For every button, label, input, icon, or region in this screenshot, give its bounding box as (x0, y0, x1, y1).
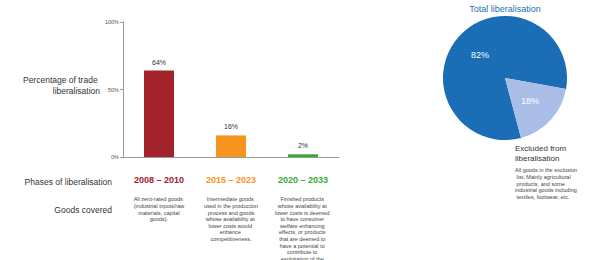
svg-text:16%: 16% (224, 123, 238, 130)
svg-text:competitiveness.: competitiveness. (211, 236, 252, 242)
svg-text:lower costs is deemed: lower costs is deemed (275, 210, 331, 216)
svg-text:All zero-rated goods: All zero-rated goods (134, 196, 185, 202)
svg-text:2008 – 2010: 2008 – 2010 (134, 175, 184, 185)
svg-text:2%: 2% (298, 142, 308, 149)
svg-text:50%: 50% (108, 87, 119, 93)
svg-text:Finished products: Finished products (281, 196, 326, 202)
svg-text:to have consumer: to have consumer (280, 216, 325, 222)
svg-text:Excluded from: Excluded from (515, 144, 568, 153)
svg-text:have a potential to: have a potential to (280, 243, 326, 249)
svg-text:textiles, footwear, etc.: textiles, footwear, etc. (515, 194, 570, 200)
svg-text:welfare enhancing: welfare enhancing (279, 223, 326, 229)
svg-text:whose availability at: whose availability at (277, 203, 328, 209)
svg-text:enhance: enhance (220, 229, 243, 235)
svg-text:process and goods: process and goods (206, 210, 256, 216)
svg-text:that are deemed to: that are deemed to (279, 236, 327, 242)
svg-text:82%: 82% (471, 50, 489, 60)
svg-text:used in the production: used in the production (204, 203, 258, 209)
svg-text:liberalisation: liberalisation (53, 86, 101, 96)
svg-text:Percentage of trade: Percentage of trade (23, 75, 100, 85)
svg-text:64%: 64% (152, 59, 166, 66)
svg-text:lower costs would: lower costs would (209, 223, 254, 229)
svg-text:0%: 0% (111, 154, 119, 160)
svg-text:All goods in the exclusion: All goods in the exclusion (515, 167, 577, 173)
svg-text:Goods covered: Goods covered (54, 205, 112, 215)
svg-text:(industrial inputs/raw: (industrial inputs/raw (134, 203, 184, 209)
svg-text:goods).: goods). (150, 216, 169, 222)
svg-text:exploitation of the: exploitation of the (281, 256, 326, 260)
svg-text:liberalisation: liberalisation (515, 154, 559, 163)
svg-text:industrial goods including: industrial goods including (515, 187, 577, 193)
svg-text:2020 – 2033: 2020 – 2033 (278, 175, 328, 185)
svg-text:whose availability at: whose availability at (205, 216, 256, 222)
svg-text:materials, capital: materials, capital (137, 210, 181, 216)
svg-text:Phases of liberalisation: Phases of liberalisation (25, 177, 113, 187)
svg-text:contribute to: contribute to (287, 249, 319, 255)
svg-text:100%: 100% (105, 19, 119, 25)
svg-text:effects, or products: effects, or products (279, 229, 327, 235)
svg-text:2015 – 2023: 2015 – 2023 (206, 175, 256, 185)
svg-text:list. Mainly agricultural: list. Mainly agricultural (515, 174, 571, 180)
svg-text:18%: 18% (521, 96, 539, 106)
svg-text:products, and some: products, and some (515, 181, 566, 187)
svg-text:Total liberalisation: Total liberalisation (469, 4, 541, 14)
svg-text:Intermediate goods: Intermediate goods (207, 196, 256, 202)
